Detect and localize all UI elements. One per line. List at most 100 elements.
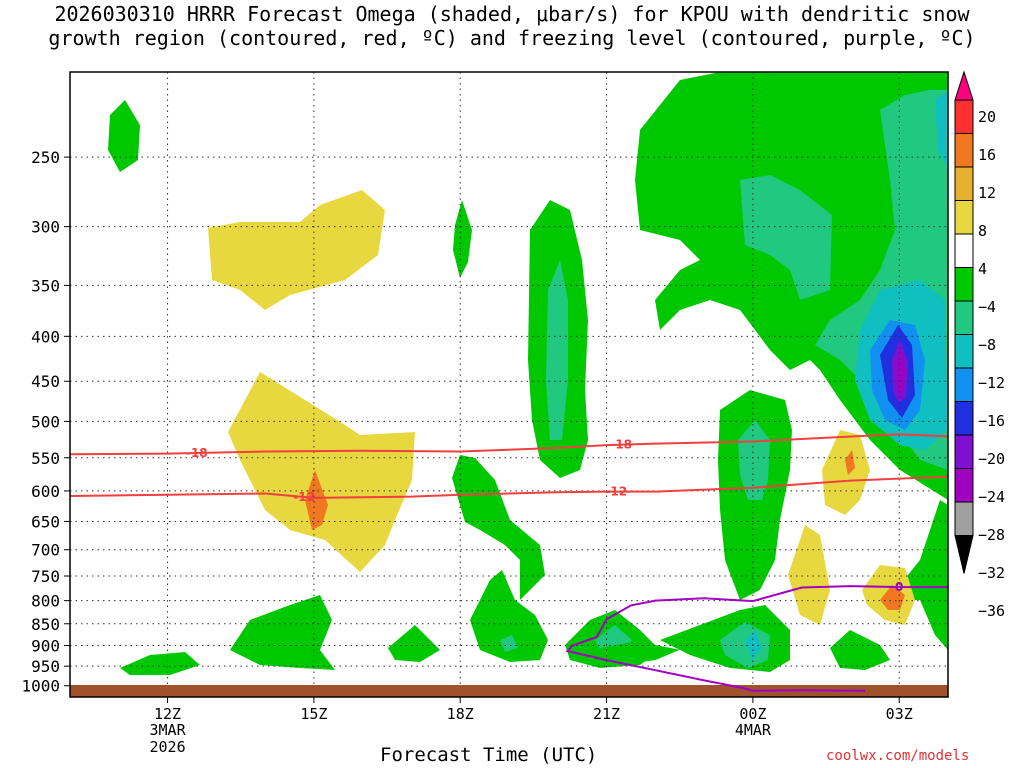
- y-tick-label-550: 550: [31, 449, 60, 468]
- colorbar-box-12: [954, 468, 974, 503]
- title-line-2: growth region (contoured, red, ºC) and f…: [48, 26, 976, 50]
- axes: 250 300 350 400 450 500 550 600 650 700 750 800 850 9…: [21, 71, 949, 756]
- x-tick-sub2-12: 2026: [149, 738, 185, 756]
- omega-region-18: [822, 430, 870, 515]
- omega-region-34: [745, 630, 762, 660]
- contour-dgz_-12: [69, 475, 949, 499]
- contour-freezing_0: [565, 585, 948, 692]
- colorbar-box-13: [954, 501, 974, 536]
- colorbar-label-1: 16: [978, 146, 996, 164]
- terrain-band: [70, 685, 948, 697]
- title-line-1: 2026030310 HRRR Forecast Omega (shaded, …: [54, 2, 970, 26]
- colorbar-label-12: −32: [978, 564, 1005, 582]
- contour-label-3: -12: [605, 485, 627, 499]
- x-tick-label-18: 18Z: [447, 705, 474, 723]
- colorbar-label-2: 12: [978, 184, 996, 202]
- colorbar-top-triangle: [954, 70, 974, 101]
- y-tick-label-600: 600: [31, 482, 60, 501]
- colorbar-box-6: [954, 267, 974, 302]
- y-tick-label-1000: 1000: [21, 677, 60, 696]
- omega-region-6: [740, 175, 832, 300]
- y-tick-label-900: 900: [31, 637, 60, 656]
- colorbar-box-4: [954, 200, 974, 235]
- colorbar-label-11: −28: [978, 526, 1005, 544]
- x-tick-label-21: 21Z: [593, 705, 620, 723]
- colorbar-label-6: −8: [978, 336, 996, 354]
- colorbar-box-1: [954, 99, 974, 134]
- contours: -18 -18 -12 -12 0: [69, 433, 949, 692]
- x-tick-label-15: 15Z: [300, 705, 327, 723]
- y-tick-label-700: 700: [31, 541, 60, 560]
- omega-region-35: [830, 630, 890, 670]
- colorbar: 20 16 12 8 4 −4 −8 −12 −16 −20 −24 −28 −32 −36: [954, 70, 1005, 620]
- x-tick-sub1-24: 4MAR: [735, 721, 772, 739]
- omega-region-0: [108, 100, 140, 172]
- chart-title: 2026030310 HRRR Forecast Omega (shaded, …: [0, 2, 1024, 50]
- grid: [70, 72, 948, 697]
- x-tick-label-24: 00Z: [739, 705, 766, 723]
- omega-region-19: [845, 450, 855, 475]
- omega-region-9: [935, 90, 948, 170]
- x-tick-label-12: 12Z: [154, 705, 181, 723]
- plot-frame: [69, 71, 949, 698]
- x-tick-sub1-12: 3MAR: [149, 721, 186, 739]
- omega-region-23: [888, 500, 948, 650]
- y-tick-label-750: 750: [31, 567, 60, 586]
- contour-dgz_-18: [69, 433, 949, 456]
- omega-region-28: [388, 625, 440, 662]
- contour-label-0: -18: [186, 446, 208, 460]
- x-tick-label-27: 03Z: [886, 705, 913, 723]
- colorbar-label-5: −4: [978, 298, 996, 316]
- x-axis-label: Forecast Time (UTC): [380, 744, 598, 766]
- omega-region-20: [452, 455, 545, 600]
- y-tick-label-800: 800: [31, 592, 60, 611]
- contour-label-1: -18: [610, 438, 632, 452]
- colorbar-label-3: 8: [978, 222, 987, 240]
- y-tick-label-950: 950: [31, 657, 60, 676]
- omega-region-33: [720, 622, 770, 668]
- colorbar-label-13: −36: [978, 602, 1005, 620]
- colorbar-box-2: [954, 133, 974, 168]
- omega-region-15: [305, 470, 328, 530]
- y-tick-label-650: 650: [31, 512, 60, 531]
- omega-region-13: [897, 350, 905, 395]
- y-tick-label-300: 300: [31, 218, 60, 237]
- omega-region-29: [120, 652, 200, 675]
- y-tick-label-500: 500: [31, 412, 60, 431]
- credit-link[interactable]: coolwx.com/models: [826, 748, 970, 764]
- y-tick-label-400: 400: [31, 327, 60, 346]
- omega-region-26: [880, 585, 905, 610]
- colorbar-label-7: −12: [978, 374, 1005, 392]
- colorbar-label-8: −16: [978, 412, 1005, 430]
- colorbar-label-10: −24: [978, 488, 1005, 506]
- colorbar-box-11: [954, 434, 974, 469]
- colorbar-box-9: [954, 367, 974, 402]
- omega-region-1: [208, 190, 385, 310]
- omega-region-21: [470, 570, 548, 662]
- omega-region-2: [453, 200, 472, 278]
- colorbar-label-4: 4: [978, 260, 987, 278]
- omega-region-17: [738, 420, 770, 500]
- y-tick-label-250: 250: [31, 148, 60, 167]
- y-tick-label-450: 450: [31, 372, 60, 391]
- colorbar-label-9: −20: [978, 450, 1005, 468]
- contour-label-2: -12: [293, 490, 315, 504]
- omega-region-4: [546, 260, 568, 440]
- colorbar-box-7: [954, 300, 974, 335]
- colorbar-box-3: [954, 166, 974, 201]
- colorbar-box-10: [954, 401, 974, 436]
- y-tick-label-350: 350: [31, 276, 60, 295]
- y-tick-label-850: 850: [31, 615, 60, 634]
- contour-label-4: 0: [895, 580, 903, 594]
- colorbar-box-5: [954, 233, 974, 268]
- terrain: [70, 685, 948, 697]
- colorbar-box-8: [954, 334, 974, 369]
- colorbar-label-0: 20: [978, 108, 996, 126]
- colorbar-bottom-triangle: [954, 535, 974, 574]
- omega-shading: [108, 72, 948, 675]
- omega-region-24: [788, 525, 830, 625]
- omega-region-22: [500, 635, 518, 652]
- omega-region-27: [230, 595, 335, 670]
- omega-region-14: [228, 372, 415, 572]
